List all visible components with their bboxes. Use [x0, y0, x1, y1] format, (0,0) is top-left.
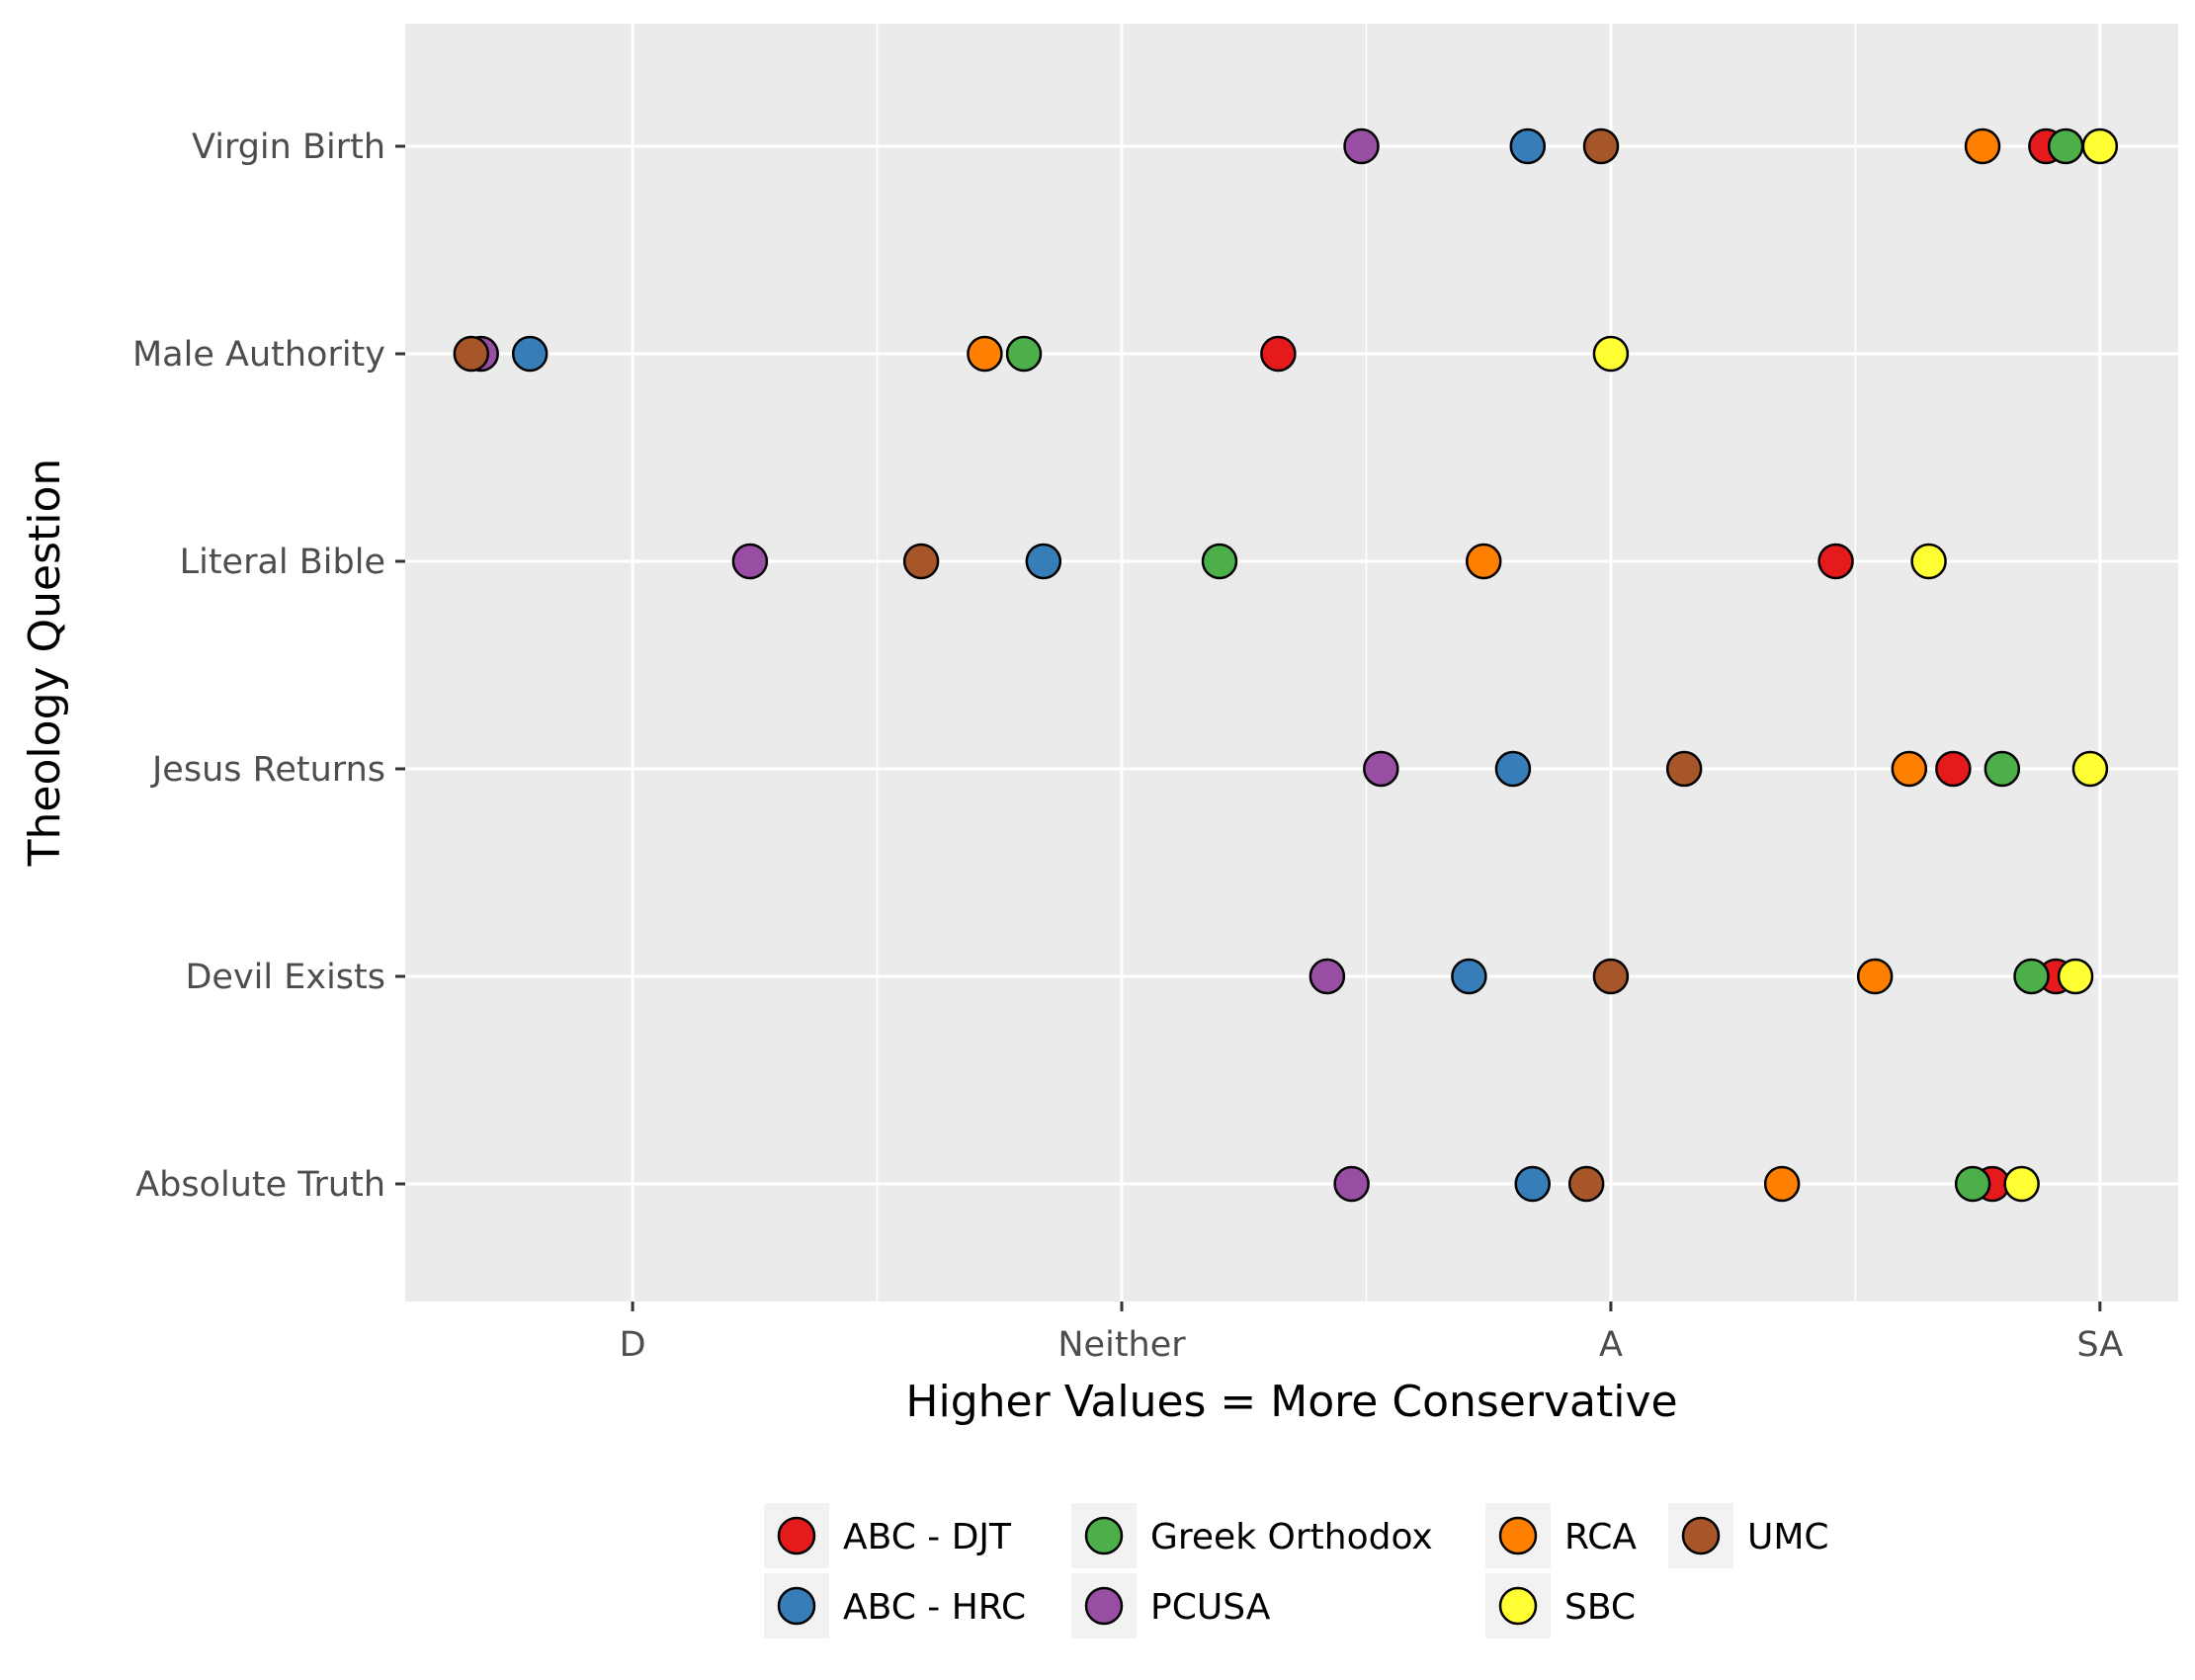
legend-key-swatch: [1084, 1516, 1124, 1555]
legend-label: UMC: [1747, 1517, 1829, 1557]
point-greek-orthodox-jesus-returns: [1984, 750, 2021, 788]
x-axis-title: Higher Values = More Conservative: [905, 1377, 1677, 1427]
point-rca-literal-bible: [1465, 543, 1502, 580]
point-abc-hrc-devil-exists: [1451, 958, 1487, 995]
point-rca-absolute-truth: [1763, 1165, 1801, 1203]
x-axis: D Neither A SA: [620, 1302, 2123, 1365]
point-greek-orthodox-male-authority: [1005, 335, 1043, 373]
legend-label: PCUSA: [1150, 1587, 1271, 1628]
x-tick-label: SA: [2076, 1325, 2123, 1365]
legend-key-swatch: [1498, 1586, 1538, 1626]
plot-panel: [405, 24, 2178, 1302]
point-umc-jesus-returns: [1665, 750, 1703, 788]
point-abc-djt-jesus-returns: [1935, 750, 1972, 788]
point-pcusa-absolute-truth: [1333, 1165, 1370, 1203]
point-sbc-virgin-birth: [2081, 127, 2119, 165]
point-rca-jesus-returns: [1891, 750, 1928, 788]
point-umc-male-authority: [453, 335, 490, 373]
legend-label: RCA: [1564, 1517, 1637, 1557]
point-abc-hrc-virgin-birth: [1509, 127, 1547, 165]
point-sbc-devil-exists: [2057, 958, 2094, 995]
point-abc-hrc-male-authority: [511, 335, 549, 373]
y-tick-label: Jesus Returns: [150, 750, 385, 790]
data-points: [453, 127, 2119, 1203]
y-tick-label: Literal Bible: [180, 543, 385, 582]
point-abc-hrc-jesus-returns: [1494, 750, 1532, 788]
legend-label: ABC - HRC: [843, 1587, 1026, 1628]
point-abc-hrc-absolute-truth: [1514, 1165, 1551, 1203]
legend-label: SBC: [1564, 1587, 1636, 1628]
point-sbc-jesus-returns: [2071, 750, 2109, 788]
x-tick-label: D: [620, 1325, 646, 1365]
point-rca-male-authority: [967, 335, 1003, 373]
x-tick-label: Neither: [1057, 1325, 1186, 1365]
point-greek-orthodox-literal-bible: [1201, 543, 1238, 580]
y-axis: Virgin Birth Male Authority Literal Bible J…: [132, 127, 405, 1205]
point-rca-virgin-birth: [1964, 127, 2001, 165]
point-sbc-absolute-truth: [2003, 1165, 2040, 1203]
point-pcusa-devil-exists: [1309, 958, 1346, 995]
legend-key-swatch: [1681, 1516, 1721, 1555]
y-tick-label: Devil Exists: [185, 958, 385, 997]
legend-label: ABC - DJT: [843, 1517, 1012, 1557]
x-tick-label: A: [1599, 1325, 1623, 1365]
point-sbc-literal-bible: [1910, 543, 1947, 580]
point-umc-devil-exists: [1592, 958, 1630, 995]
point-rca-devil-exists: [1856, 958, 1894, 995]
legend-key-swatch: [777, 1516, 816, 1555]
point-pcusa-virgin-birth: [1343, 127, 1380, 165]
point-umc-literal-bible: [902, 543, 940, 580]
point-sbc-male-authority: [1592, 335, 1630, 373]
point-umc-absolute-truth: [1567, 1165, 1605, 1203]
legend-key-swatch: [1498, 1516, 1538, 1555]
y-axis-title: Theology Question: [20, 459, 70, 868]
y-tick-label: Virgin Birth: [192, 127, 385, 167]
legend: ABC - DJT ABC - HRC Greek Orthodox PCUSA RCA…: [764, 1503, 1829, 1638]
point-greek-orthodox-devil-exists: [2013, 958, 2050, 995]
legend-key-swatch: [777, 1586, 816, 1626]
grid-minor: [876, 24, 1857, 1302]
point-greek-orthodox-virgin-birth: [2047, 127, 2084, 165]
point-abc-hrc-literal-bible: [1025, 543, 1062, 580]
legend-label: Greek Orthodox: [1150, 1517, 1433, 1557]
y-tick-label: Male Authority: [132, 335, 385, 375]
point-greek-orthodox-absolute-truth: [1954, 1165, 1991, 1203]
point-pcusa-literal-bible: [731, 543, 769, 580]
point-umc-virgin-birth: [1582, 127, 1620, 165]
point-pcusa-jesus-returns: [1363, 750, 1399, 788]
legend-key-swatch: [1084, 1586, 1124, 1626]
y-tick-label: Absolute Truth: [135, 1165, 385, 1205]
point-abc-djt-literal-bible: [1817, 543, 1854, 580]
point-abc-djt-male-authority: [1260, 335, 1297, 373]
